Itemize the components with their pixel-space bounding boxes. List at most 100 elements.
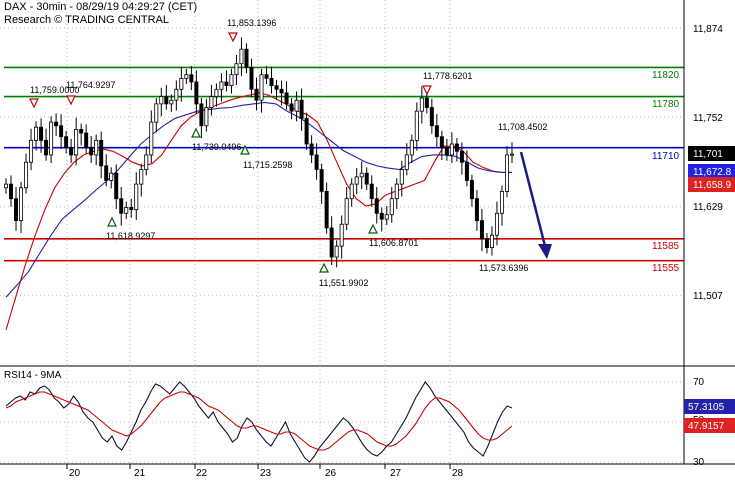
candle-body [139, 169, 144, 185]
level-label-11780: 11780 [652, 99, 680, 110]
candle-body [459, 150, 464, 163]
annotation-high: 11,853.1396 [227, 18, 276, 28]
candle-body [209, 96, 214, 108]
candle-body [59, 125, 64, 138]
red-ma-badge: 11,658.9 [688, 177, 735, 192]
candle-body [69, 147, 74, 156]
candle-body [354, 176, 359, 185]
candle-body [409, 139, 414, 156]
candle-body [314, 154, 319, 170]
candle-body [154, 103, 159, 123]
candle-body [194, 81, 199, 105]
candle-body [19, 187, 24, 221]
annotation-low: 11,606.8701 [369, 238, 418, 248]
candle-body [369, 183, 374, 200]
candle-body [309, 143, 314, 156]
annotation-label: 11,708.4502 [498, 122, 547, 132]
svg-text:57.3105: 57.3105 [688, 402, 725, 413]
level-label-11585: 11585 [652, 241, 680, 252]
low-marker-icon [319, 262, 329, 273]
candle-body [429, 107, 434, 127]
annotation-low: 11,551.9902 [319, 278, 368, 288]
svg-text:47.9157: 47.9157 [688, 421, 725, 432]
annotation-low: 11,715.2598 [243, 160, 292, 170]
candle-body [489, 234, 494, 248]
candle-body [234, 63, 239, 76]
candle-body [189, 74, 194, 83]
candle-body [219, 81, 224, 90]
y-tick-label: 11,629 [693, 202, 723, 213]
low-marker-icon [107, 216, 117, 227]
x-tick-label: 22 [196, 468, 208, 479]
low-marker-icon [368, 223, 378, 234]
high-marker-icon [422, 85, 432, 96]
high-marker-icon [228, 32, 238, 43]
annotation-low: 11,618.9297 [106, 231, 155, 241]
candle-body [334, 245, 339, 258]
x-tick-label: 21 [134, 468, 146, 479]
candle-body [79, 129, 84, 134]
candle-body [239, 48, 244, 65]
level-label-11820: 11820 [652, 70, 680, 81]
rsi-series-line [5, 391, 513, 451]
candle-body [479, 220, 484, 240]
candle-body [504, 154, 509, 192]
candle-body [179, 77, 184, 90]
candle-body [279, 88, 284, 94]
high-marker-icon [29, 98, 39, 109]
candle-body [94, 139, 99, 156]
horizontal-levels [4, 66, 684, 262]
candle-body [39, 126, 44, 141]
forecast-arrow [519, 151, 552, 259]
candle-body [249, 66, 254, 90]
candle-body [244, 48, 249, 68]
candle-body [134, 183, 139, 211]
candle-body [214, 88, 219, 97]
rsi-value-badge: 57.3105 [684, 399, 735, 414]
candle-body [324, 191, 329, 229]
candle-body [364, 172, 369, 185]
candle-body [494, 212, 499, 236]
candle-body [4, 183, 9, 189]
candle-body [89, 147, 94, 156]
rsi-title: RSI14 - 9MA [4, 370, 62, 381]
candle-body [44, 139, 49, 156]
candle-body [264, 74, 269, 79]
candle-body [9, 183, 14, 200]
candle-body [374, 198, 379, 214]
candle-body [149, 121, 154, 156]
candle-body [319, 169, 324, 192]
candle-body [439, 136, 444, 149]
candle-body [109, 172, 114, 181]
candle-body [259, 74, 264, 101]
candle-body [509, 153, 514, 156]
rsi-lines [5, 381, 513, 463]
candle-body [454, 143, 459, 152]
candle-body [329, 227, 334, 258]
candle-body [184, 74, 189, 79]
candle-body [159, 96, 164, 105]
main-gridlines [0, 0, 684, 366]
rsi-gridlines [0, 366, 684, 469]
y-tick-label: 11,874 [693, 24, 723, 35]
candle-body [284, 92, 289, 105]
candle-body [49, 121, 54, 156]
candle-body [414, 110, 419, 141]
x-tick-label: 28 [452, 468, 464, 479]
candle-body [104, 165, 109, 181]
candle-body [74, 129, 79, 156]
candle-body [169, 99, 174, 105]
candle-body [449, 143, 454, 156]
x-tick-label: 27 [390, 468, 402, 479]
annotation-low: 11,739.0496 [192, 142, 241, 152]
candle-body [144, 154, 149, 170]
low-marker-icon [191, 127, 201, 138]
candle-body [384, 214, 389, 220]
candle-body [404, 154, 409, 170]
candle-body [294, 99, 299, 112]
candle-body [164, 96, 169, 105]
annotation-label: 11,573.6396 [479, 263, 528, 273]
candle-body [114, 172, 119, 200]
level-label-11555: 11555 [652, 263, 680, 274]
